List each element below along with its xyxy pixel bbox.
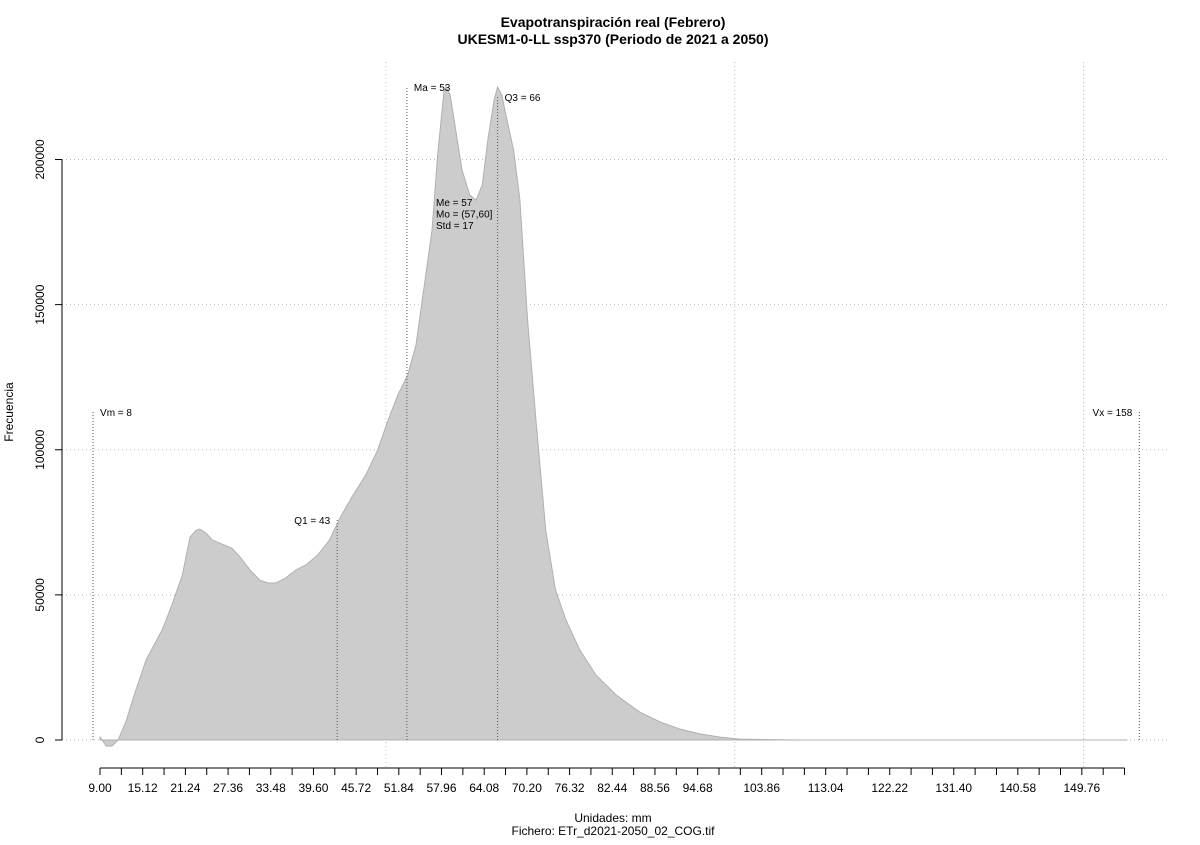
y-tick-label: 0	[33, 736, 47, 743]
y-tick-label: 100000	[33, 429, 47, 469]
x-tick-label: 94.68	[683, 781, 713, 795]
x-tick-label: 21.24	[170, 781, 200, 795]
y-tick-label: 50000	[33, 578, 47, 612]
x-tick-label: 76.32	[555, 781, 585, 795]
x-tick-label: 15.12	[128, 781, 158, 795]
y-axis-label: Frecuencia	[2, 382, 16, 442]
y-tick-label: 150000	[33, 284, 47, 324]
x-tick-label: 64.08	[469, 781, 499, 795]
annotation-label: Q1 = 43	[294, 516, 330, 527]
stat-label: Me = 57	[436, 198, 473, 209]
x-tick-label: 88.56	[640, 781, 670, 795]
x-tick-label: 131.40	[935, 781, 972, 795]
x-tick-label: 122.22	[871, 781, 908, 795]
x-tick-label: 39.60	[298, 781, 328, 795]
x-tick-label: 70.20	[512, 781, 542, 795]
x-tick-label: 51.84	[384, 781, 414, 795]
x-tick-label: 140.58	[999, 781, 1036, 795]
x-tick-label: 82.44	[597, 781, 627, 795]
y-tick-label: 200000	[33, 139, 47, 179]
x-tick-label: 45.72	[341, 781, 371, 795]
annotation-label: Ma = 53	[414, 83, 451, 94]
x-tick-label: 113.04	[808, 781, 844, 795]
annotation-label: Vx = 158	[1093, 408, 1133, 419]
annotation-label: Q3 = 66	[505, 93, 541, 104]
density-area	[99, 85, 1128, 747]
x-axis-label: Unidades: mm	[574, 811, 651, 825]
x-tick-label: 149.76	[1063, 781, 1100, 795]
stat-label: Std = 17	[436, 221, 474, 232]
x-tick-label: 33.48	[256, 781, 286, 795]
file-label: Fichero: ETr_d2021-2050_02_COG.tif	[512, 824, 716, 838]
x-tick-label: 57.96	[427, 781, 457, 795]
chart-subtitle: UKESM1-0-LL ssp370 (Periodo de 2021 a 20…	[458, 31, 769, 47]
x-tick-label: 9.00	[88, 781, 112, 795]
x-tick-label: 103.86	[743, 781, 780, 795]
x-tick-label: 27.36	[213, 781, 243, 795]
chart-title: Evapotranspiración real (Febrero)	[501, 14, 726, 30]
annotation-label: Vm = 8	[100, 408, 132, 419]
stat-label: Mo = (57,60]	[436, 210, 493, 221]
